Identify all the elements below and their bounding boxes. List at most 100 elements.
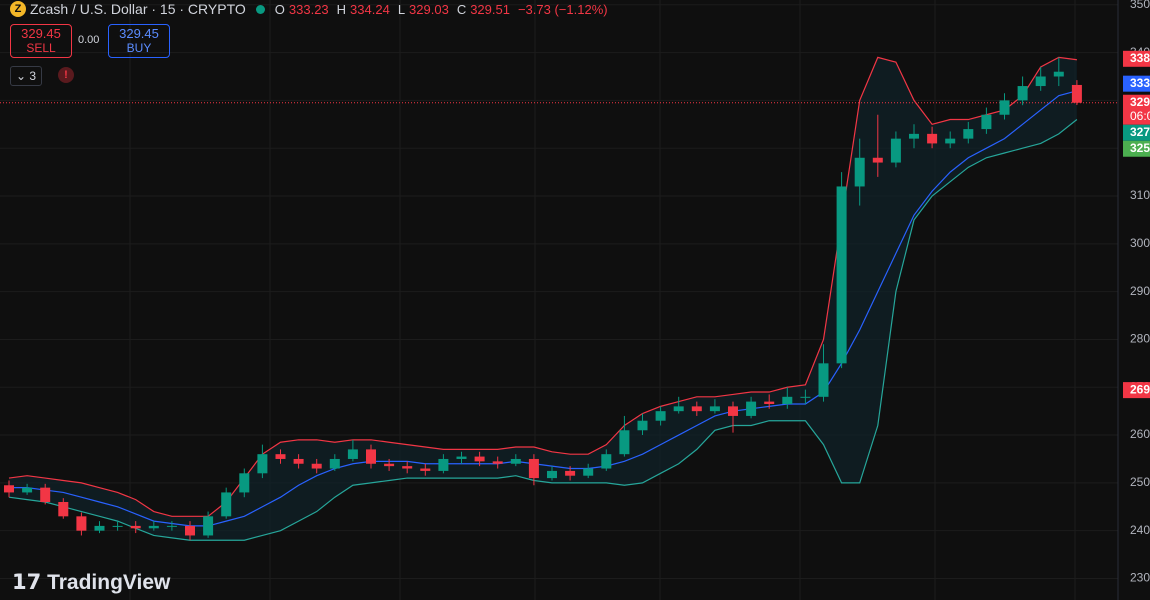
candle-body (1053, 71, 1064, 77)
candle-body (474, 456, 485, 462)
candle-body (311, 463, 322, 469)
buy-price: 329.45 (119, 26, 159, 41)
coin-logo: Z (10, 1, 26, 17)
status-dot (255, 4, 265, 14)
candle-body (746, 401, 757, 416)
candle-body (981, 114, 992, 130)
price-tag-label: 327 (1130, 125, 1150, 139)
ohlc-value: 334.24 (350, 1, 390, 17)
candle-body (293, 458, 304, 464)
price-tag (1123, 124, 1150, 141)
candle-body (872, 157, 883, 163)
band-line (8, 56, 1077, 517)
candle-body (112, 525, 123, 527)
candle-body (166, 525, 177, 527)
sell-label: SELL (26, 41, 56, 55)
candle-body (601, 454, 612, 469)
candle-body (1071, 84, 1082, 103)
candle-body (58, 501, 69, 517)
candle-body (4, 485, 14, 493)
candle-body (890, 138, 901, 163)
warning-icon[interactable]: ! (58, 67, 74, 83)
candle-body (510, 458, 521, 464)
candle-body (384, 463, 395, 467)
band-line (8, 119, 1078, 541)
candle-body (818, 363, 829, 397)
ohlc-key: H (336, 1, 347, 17)
candle-body (999, 100, 1010, 115)
y-tick-label: 290 (1130, 284, 1150, 298)
price-tag-label: 269 (1130, 382, 1150, 396)
y-tick-label: 250 (1130, 475, 1150, 489)
price-tag-label: 333 (1130, 76, 1150, 90)
sell-button[interactable]: 329.45 SELL (10, 24, 72, 58)
candle-body (130, 525, 141, 529)
sell-price: 329.45 (21, 26, 61, 41)
candle-body (619, 430, 630, 455)
candle-body (438, 458, 449, 471)
y-tick-label: 300 (1130, 236, 1150, 250)
price-tag (1123, 94, 1150, 125)
candle-body (854, 157, 865, 187)
candle-body (673, 406, 684, 412)
y-tick-label: 350 (1130, 0, 1150, 11)
buy-button[interactable]: 329.45 BUY (108, 24, 170, 58)
candle-body (22, 487, 33, 493)
candle-body (547, 470, 557, 479)
candle-body (203, 516, 214, 536)
candle-body (456, 456, 467, 459)
y-tick-label: 230 (1130, 571, 1150, 585)
indicator-toggle[interactable]: ⌄ 3 (10, 66, 42, 86)
candle-body (221, 492, 232, 517)
candle-body (800, 396, 811, 398)
symbol-row: Z Zcash / U.S. Dollar · 15 · CRYPTO O 333… (10, 1, 612, 17)
price-tag-label: 329 (1130, 95, 1150, 109)
candle-body (565, 470, 576, 476)
candle-body (655, 411, 666, 421)
candle-body (329, 458, 340, 469)
candle-body (637, 420, 648, 431)
candle-body (94, 525, 105, 531)
candle-body (40, 487, 51, 502)
y-tick-label: 280 (1130, 332, 1150, 346)
price-tag-label: 338 (1130, 51, 1150, 65)
candle-body (366, 449, 376, 464)
change: −3.73 (−1.12%) (517, 1, 608, 17)
band-line (9, 90, 1078, 527)
candle-body (728, 406, 738, 416)
ohlc-key: C (456, 1, 467, 17)
ohlc-key: L (397, 1, 406, 17)
band-fill (9, 57, 1077, 541)
ohlc-value: 333.23 (288, 1, 329, 17)
candle-body (528, 458, 539, 479)
candle-body (764, 401, 775, 404)
brand-mark: 𝟭𝟳 (12, 571, 48, 594)
brand-name: TradingView (47, 571, 171, 594)
candle-body (963, 129, 974, 139)
ohlc-value: 329.03 (409, 1, 449, 17)
symbol[interactable]: Zcash / U.S. Dollar · 15 · CRYPTO (30, 1, 246, 17)
candle-body (1035, 76, 1046, 87)
y-tick-label: 310 (1130, 188, 1150, 202)
price-tag (1123, 75, 1150, 92)
price-tag-label: 325 (1130, 141, 1150, 155)
candle-body (185, 525, 195, 536)
candle-body (927, 133, 938, 144)
candle-body (420, 468, 431, 471)
price-tag (1123, 140, 1150, 157)
ohlc-value: 329.51 (470, 1, 510, 17)
price-tag (1123, 382, 1150, 399)
candle-body (402, 466, 413, 469)
spread: 0.00 (78, 34, 100, 46)
candle-body (492, 461, 503, 464)
candle-body (257, 454, 268, 474)
price-tag (1123, 50, 1150, 67)
ohlc-key: O (274, 1, 285, 17)
indicator-count: 3 (29, 69, 37, 83)
y-tick-label: 240 (1130, 523, 1150, 537)
candle-body (148, 525, 159, 529)
candle-body (76, 516, 87, 531)
candle-body (691, 406, 702, 412)
